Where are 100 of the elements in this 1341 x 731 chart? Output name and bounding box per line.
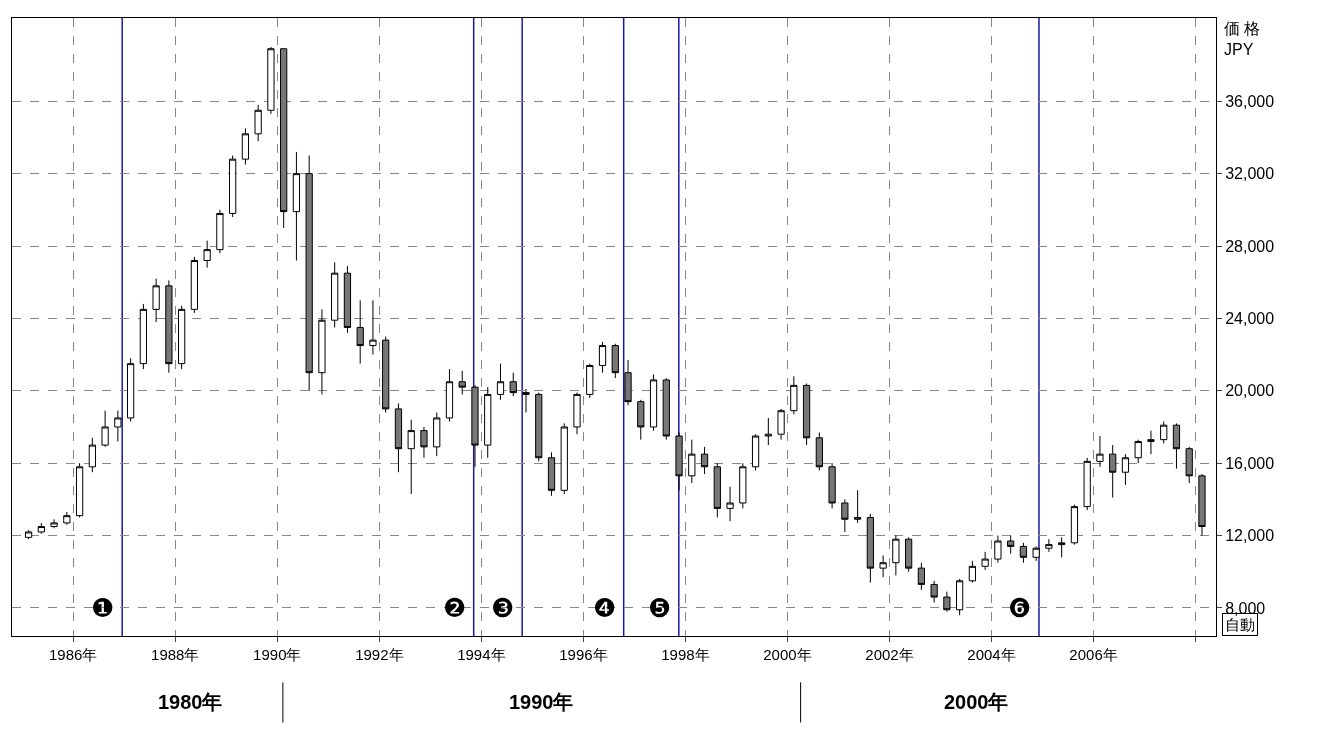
candlestick — [267, 46, 275, 115]
candlestick — [917, 562, 925, 591]
text: 2000年 — [944, 691, 1009, 713]
candlestick — [547, 451, 556, 497]
candlestick — [496, 363, 505, 401]
text: 自動 — [1225, 616, 1255, 633]
candlestick — [458, 370, 466, 395]
x-tick-label: 2002年 — [865, 646, 914, 663]
candlestick — [841, 498, 849, 533]
candlestick — [1032, 545, 1040, 562]
candlestick — [178, 305, 186, 370]
candlestick — [637, 399, 645, 441]
candlestick — [726, 486, 734, 522]
y-tick-label: 24,000 — [1225, 310, 1275, 327]
candlestick — [1109, 444, 1117, 499]
candlestick — [331, 261, 339, 328]
candlestick — [229, 155, 237, 218]
candlestick — [280, 48, 288, 229]
candlestick — [1147, 430, 1155, 455]
candlestick — [37, 522, 45, 535]
candlestick — [892, 535, 900, 576]
x-tick-label: 1988年 — [151, 646, 200, 663]
candlestick — [649, 374, 658, 432]
candlestick — [420, 426, 428, 459]
candlestick — [241, 127, 250, 166]
candlestick — [1172, 422, 1181, 470]
candlestick — [777, 408, 785, 441]
candlestick — [713, 462, 721, 518]
candlestick — [50, 518, 58, 529]
candlestick — [815, 431, 823, 471]
x-tick-label: 1998年 — [661, 646, 710, 663]
candlestick — [1121, 453, 1130, 486]
candlestick — [484, 386, 492, 459]
candlestick — [152, 278, 160, 323]
candlestick — [662, 377, 670, 441]
ref-line-label: ❸ — [491, 593, 515, 623]
candlestick — [802, 383, 811, 446]
candlestick — [509, 372, 517, 397]
candlestick — [394, 402, 403, 473]
candlestick — [254, 104, 262, 142]
candlestick — [1070, 504, 1079, 546]
x-tick-label: 1986年 — [49, 646, 98, 663]
candlestick — [981, 551, 989, 571]
ref-line-label: ❺ — [648, 593, 672, 623]
candlestick — [1007, 535, 1015, 555]
candlestick — [930, 580, 938, 604]
candlestick — [994, 535, 1002, 564]
y-tick-label: 20,000 — [1225, 382, 1275, 400]
candlestick — [369, 299, 377, 356]
candlestick — [1185, 446, 1193, 484]
candlestick — [1096, 435, 1104, 468]
candlestick — [216, 209, 224, 254]
candlestick — [968, 560, 977, 584]
candlestick — [535, 392, 543, 462]
candlestick — [88, 437, 96, 473]
text: 1990年 — [509, 691, 574, 713]
candlestick — [905, 536, 913, 573]
candlestick — [165, 279, 173, 374]
candlestick — [1134, 439, 1142, 464]
candlestick — [356, 299, 364, 365]
candlestick — [343, 265, 352, 334]
y-tick-label: 16,000 — [1225, 454, 1275, 472]
candlestick — [879, 554, 887, 578]
candlestick — [114, 410, 122, 442]
candlestick — [611, 343, 619, 379]
candlestick — [1019, 542, 1028, 564]
candlestick — [624, 359, 632, 406]
candlestick — [598, 341, 607, 374]
candlestick — [688, 439, 696, 484]
candlestick — [522, 388, 530, 414]
candlestick — [828, 462, 836, 509]
candlestick — [1045, 538, 1053, 553]
candlestick — [560, 422, 568, 495]
candlestick — [866, 513, 874, 584]
ref-line-label: ❶ — [91, 593, 115, 623]
candlestick — [1198, 473, 1206, 537]
ref-line-label: ❹ — [593, 593, 617, 623]
x-tick-label: 2006年 — [1069, 646, 1118, 663]
candlestick — [139, 303, 147, 370]
y-tick-label: 28,000 — [1225, 237, 1275, 255]
y-tick-label: 36,000 — [1225, 92, 1275, 110]
candlestick — [126, 357, 135, 423]
candlestick — [853, 489, 862, 524]
candlestick — [203, 240, 211, 269]
candlestick — [751, 433, 760, 471]
candlestick — [433, 412, 441, 457]
candlestick — [471, 384, 479, 468]
x-tick-label: 2004年 — [967, 646, 1016, 663]
candlestick — [586, 363, 594, 399]
candlestick — [75, 462, 84, 518]
candlestick — [190, 256, 199, 314]
candlestick — [573, 392, 581, 435]
candlestick — [1058, 536, 1066, 558]
candlestick — [101, 410, 109, 448]
candlestick — [675, 431, 683, 491]
x-tick-label: 1996年 — [559, 646, 608, 663]
candlestick — [445, 368, 454, 423]
candlestick — [305, 155, 313, 392]
y-tick-label: 12,000 — [1225, 527, 1275, 545]
candlestick — [407, 419, 415, 495]
